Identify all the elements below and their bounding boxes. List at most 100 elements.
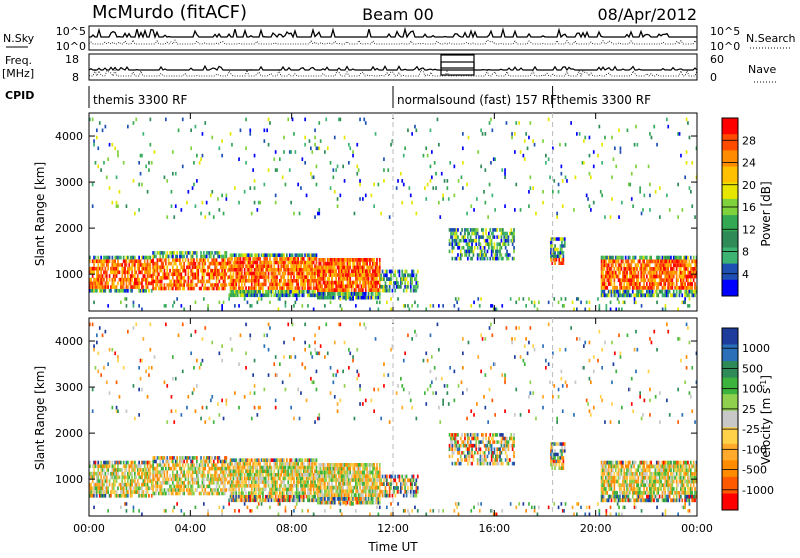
power-cell bbox=[473, 301, 475, 305]
power-cell bbox=[528, 204, 530, 208]
power-cell bbox=[455, 297, 457, 301]
power-cell bbox=[135, 271, 137, 275]
velocity-cell bbox=[117, 494, 119, 498]
power-cell bbox=[283, 253, 285, 257]
freq-trace bbox=[89, 66, 697, 70]
velocity-cell bbox=[283, 480, 285, 484]
power-cell bbox=[287, 290, 289, 294]
power-cell bbox=[645, 278, 647, 282]
velocity-cell bbox=[166, 456, 168, 460]
power-cell bbox=[649, 183, 651, 187]
power-cell bbox=[349, 262, 351, 266]
velocity-cell bbox=[325, 501, 327, 505]
power-cell bbox=[285, 304, 287, 308]
power-cell bbox=[223, 212, 225, 216]
power-cell bbox=[157, 269, 159, 273]
power-cell bbox=[325, 284, 327, 288]
power-cell bbox=[365, 288, 367, 292]
power-cell bbox=[664, 260, 666, 264]
power-cell bbox=[316, 183, 318, 187]
power-cell bbox=[615, 271, 617, 275]
velocity-cell bbox=[175, 467, 177, 471]
power-cell bbox=[197, 273, 199, 277]
power-cell bbox=[193, 161, 195, 165]
power-cell bbox=[325, 273, 327, 277]
power-cell bbox=[363, 292, 365, 296]
velocity-cell bbox=[192, 488, 194, 492]
velocity-cell bbox=[116, 490, 118, 494]
velocity-cell bbox=[135, 483, 137, 487]
power-cell bbox=[204, 262, 206, 266]
velocity-cell bbox=[173, 463, 175, 467]
velocity-cell bbox=[325, 471, 327, 475]
velocity-cell bbox=[211, 478, 213, 482]
velocity-cell bbox=[181, 478, 183, 482]
power-cell bbox=[508, 257, 510, 261]
power-cell bbox=[587, 197, 589, 201]
power-cell bbox=[168, 273, 170, 277]
power-cell bbox=[615, 293, 617, 297]
power-cell bbox=[209, 265, 211, 269]
velocity-cell bbox=[107, 490, 109, 494]
power-cell bbox=[431, 150, 433, 154]
power-cell bbox=[679, 132, 681, 136]
power-cell bbox=[155, 255, 157, 259]
power-cell bbox=[656, 263, 658, 267]
power-cell bbox=[379, 301, 381, 305]
power-cell bbox=[249, 294, 251, 298]
power-cell bbox=[439, 215, 441, 219]
power-cell bbox=[619, 263, 621, 267]
power-cell bbox=[334, 136, 336, 140]
power-cell bbox=[295, 301, 297, 305]
power-cell bbox=[310, 283, 312, 287]
power-cell bbox=[615, 263, 617, 267]
velocity-cell bbox=[287, 462, 289, 466]
power-cell bbox=[694, 215, 696, 219]
power-cell bbox=[457, 228, 459, 232]
velocity-cell bbox=[231, 484, 233, 488]
power-cell bbox=[558, 183, 560, 187]
power-cell bbox=[152, 283, 154, 287]
power-cell bbox=[287, 257, 289, 261]
power-cell bbox=[275, 290, 277, 294]
power-cell bbox=[416, 273, 418, 277]
power-cell bbox=[103, 278, 105, 282]
power-cell bbox=[425, 147, 427, 151]
power-cell bbox=[635, 125, 637, 129]
power-cell bbox=[172, 150, 174, 154]
velocity-cell bbox=[251, 488, 253, 492]
power-cell bbox=[624, 301, 626, 305]
power-cell bbox=[635, 256, 637, 260]
velocity-cell bbox=[102, 472, 104, 476]
power-cell bbox=[510, 297, 512, 301]
power-cell bbox=[676, 293, 678, 297]
power-cell bbox=[150, 118, 152, 122]
power-cell bbox=[484, 250, 486, 254]
power-cell bbox=[255, 286, 257, 290]
power-cell bbox=[394, 270, 396, 274]
power-cell bbox=[646, 256, 648, 260]
power-cell bbox=[268, 168, 270, 172]
power-cell bbox=[554, 251, 556, 255]
power-cell bbox=[103, 161, 105, 165]
power-cell bbox=[211, 287, 213, 291]
velocity-cell bbox=[307, 484, 309, 488]
power-cell bbox=[211, 136, 213, 140]
velocity-cell bbox=[193, 463, 195, 467]
power-cell bbox=[126, 204, 128, 208]
power-cell bbox=[614, 267, 616, 271]
velocity-cell bbox=[316, 462, 318, 466]
power-cell bbox=[203, 276, 205, 280]
power-cell bbox=[441, 172, 443, 176]
power-cell bbox=[558, 190, 560, 194]
power-cell bbox=[117, 271, 119, 275]
power-cell bbox=[123, 256, 125, 260]
power-cell bbox=[656, 271, 658, 275]
power-cell bbox=[513, 257, 515, 261]
power-cell bbox=[213, 215, 215, 219]
freq-frame bbox=[89, 54, 697, 80]
velocity-cell bbox=[283, 491, 285, 495]
power-cell bbox=[383, 277, 385, 281]
velocity-cell bbox=[97, 483, 99, 487]
power-cell bbox=[325, 296, 327, 300]
